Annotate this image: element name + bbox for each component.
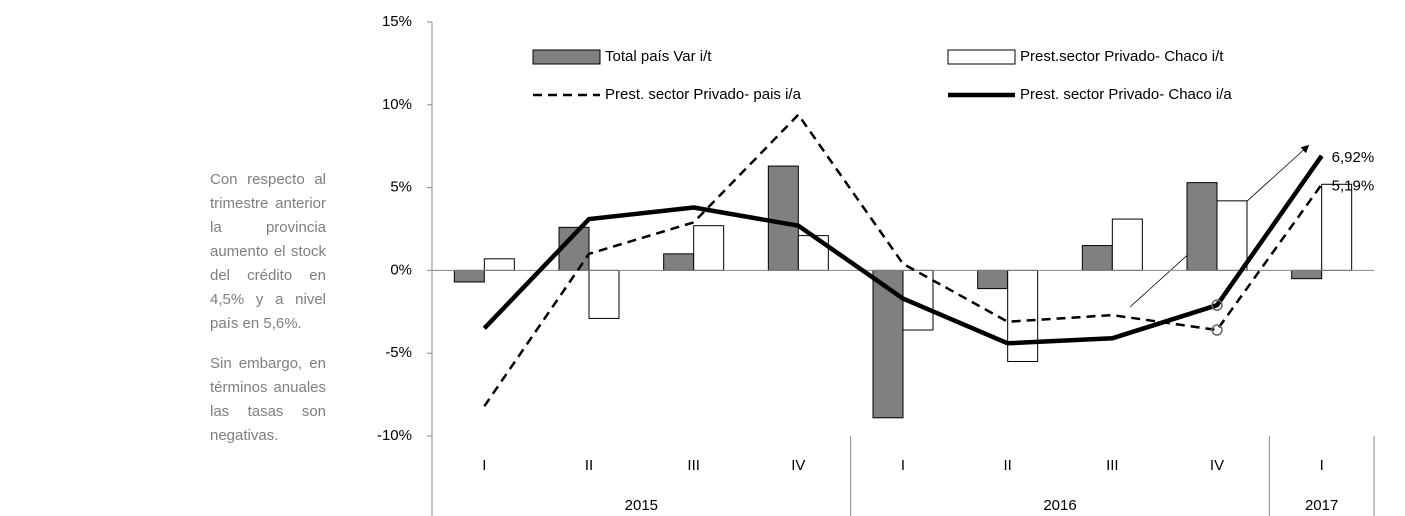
data-label: 6,92% <box>1332 149 1375 166</box>
bar <box>1081 245 1113 271</box>
x-group-label: 2015 <box>625 497 658 514</box>
highlight-marker <box>1211 324 1223 336</box>
highlight-marker <box>1211 299 1223 311</box>
bar <box>767 165 799 271</box>
bar <box>453 269 485 283</box>
y-tick-label: 0% <box>390 261 412 278</box>
y-tick-label: -10% <box>377 427 412 444</box>
y-tick-label: 15% <box>382 13 412 30</box>
bar <box>663 253 695 271</box>
data-label: 5,19% <box>1332 177 1375 194</box>
x-tick-label: IV <box>1210 457 1224 474</box>
legend-swatch <box>532 49 601 65</box>
paragraph: Sin embargo, en términos anuales las tas… <box>210 355 326 444</box>
y-tick-label: 5% <box>390 179 412 196</box>
bar <box>872 269 904 419</box>
x-tick-label: II <box>585 457 593 474</box>
y-tick-label: 10% <box>382 96 412 113</box>
y-tick-label: -5% <box>385 344 412 361</box>
x-tick-label: II <box>1003 457 1011 474</box>
bar <box>693 225 725 271</box>
paragraph: Con respecto al trimestre anterior la pr… <box>210 171 326 332</box>
bar <box>1321 183 1353 271</box>
bar <box>1186 182 1218 271</box>
x-tick-label: III <box>687 457 700 474</box>
legend-label: Prest. sector Privado- pais i/a <box>605 86 802 103</box>
line <box>483 113 1323 407</box>
x-group-label: 2017 <box>1305 497 1338 514</box>
x-group-label: 2016 <box>1043 497 1076 514</box>
bar <box>1291 269 1323 280</box>
line <box>482 154 1324 346</box>
legend-label: Prest.sector Privado- Chaco i/t <box>1020 48 1224 65</box>
legend-swatch <box>947 49 1016 65</box>
bar <box>1216 200 1248 271</box>
x-tick-label: I <box>1320 457 1324 474</box>
legend-label: Total país Var i/t <box>605 48 712 65</box>
bar <box>1111 218 1143 271</box>
bar <box>483 258 515 271</box>
x-tick-label: IV <box>791 457 805 474</box>
bar <box>588 269 620 319</box>
legend-label: Prest. sector Privado- Chaco i/a <box>1020 86 1232 103</box>
bar <box>1007 269 1039 362</box>
x-tick-label: I <box>901 457 905 474</box>
side-text: Con respecto al trimestre anterior la pr… <box>210 168 326 464</box>
x-tick-label: III <box>1106 457 1119 474</box>
x-tick-label: I <box>482 457 486 474</box>
bar <box>977 269 1009 290</box>
